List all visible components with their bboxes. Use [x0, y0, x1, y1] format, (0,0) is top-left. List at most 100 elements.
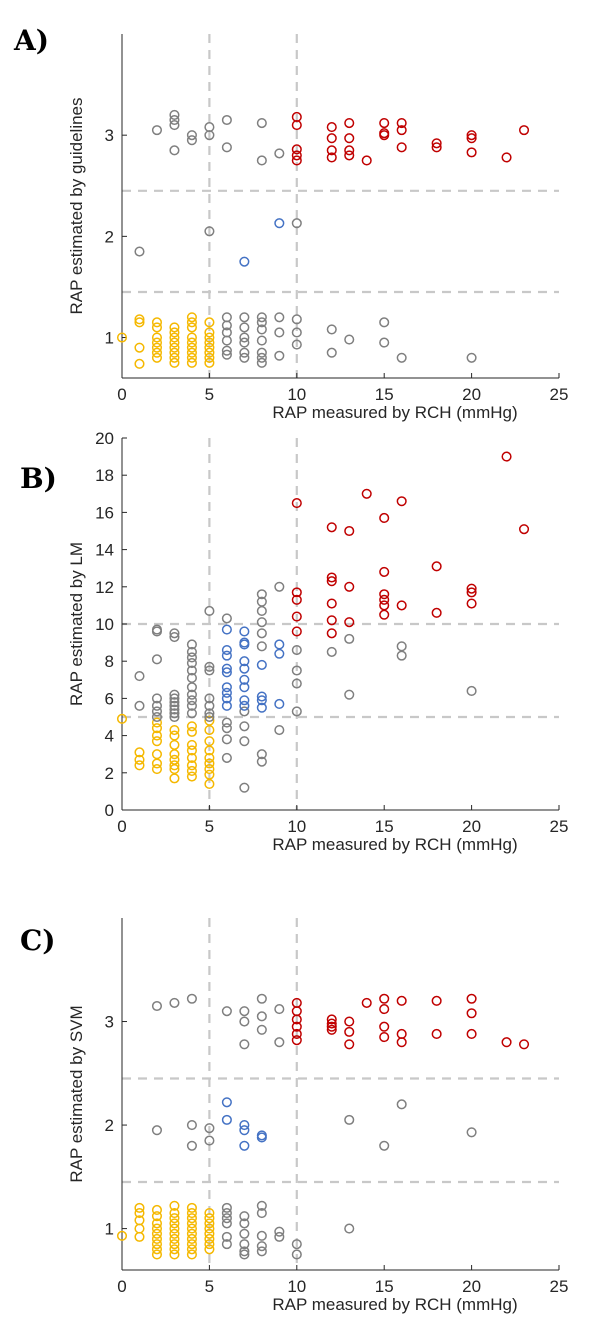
- data-point: [151, 736, 163, 747]
- data-point: [151, 723, 163, 734]
- data-point: [274, 1231, 285, 1242]
- data-point: [186, 726, 197, 737]
- data-point: [274, 327, 285, 338]
- data-point: [221, 1114, 232, 1125]
- data-point: [151, 332, 163, 343]
- series-red: [291, 451, 530, 639]
- data-point: [466, 993, 477, 1004]
- data-point: [239, 736, 250, 747]
- data-point: [186, 342, 197, 353]
- data-point: [169, 1239, 180, 1250]
- data-point: [186, 760, 197, 771]
- data-point: [186, 352, 197, 363]
- data-point: [239, 1120, 250, 1131]
- data-point: [326, 598, 337, 609]
- data-point: [204, 661, 215, 672]
- data-point: [169, 700, 180, 711]
- data-point: [256, 628, 267, 639]
- data-point: [151, 711, 163, 723]
- data-point: [256, 1132, 267, 1143]
- data-point: [344, 1114, 355, 1125]
- data-point: [379, 337, 390, 348]
- data-point: [204, 1123, 215, 1134]
- data-point: [169, 1233, 180, 1244]
- y-tick-label: 1: [105, 1220, 114, 1239]
- x-tick-label: 10: [287, 385, 306, 404]
- data-point: [186, 135, 197, 146]
- data-point: [169, 1223, 180, 1234]
- data-point: [239, 312, 250, 323]
- data-point: [151, 317, 163, 328]
- data-point: [186, 1120, 197, 1131]
- data-point: [186, 993, 197, 1004]
- data-point: [396, 117, 407, 129]
- data-point: [151, 1233, 163, 1244]
- data-point: [396, 496, 407, 507]
- data-point: [291, 1021, 302, 1032]
- data-point: [169, 1218, 180, 1229]
- data-point: [518, 1039, 530, 1050]
- data-point: [134, 358, 145, 369]
- data-point: [169, 760, 180, 771]
- data-point: [291, 594, 302, 605]
- data-point: [169, 739, 180, 750]
- data-point: [169, 711, 180, 723]
- data-point: [151, 1218, 163, 1229]
- data-point: [291, 339, 302, 350]
- data-point: [379, 589, 390, 600]
- data-point: [361, 997, 372, 1008]
- data-point: [134, 246, 145, 257]
- data-point: [186, 130, 197, 141]
- series-gray: [134, 581, 477, 793]
- data-point: [239, 656, 250, 667]
- data-point: [291, 1014, 302, 1025]
- data-point: [151, 1228, 163, 1239]
- data-point: [344, 633, 355, 644]
- data-point: [396, 142, 407, 153]
- data-point: [256, 117, 267, 129]
- data-point: [204, 1244, 215, 1255]
- data-point: [186, 745, 197, 756]
- data-point: [256, 617, 267, 628]
- x-tick-label: 15: [375, 1277, 394, 1296]
- data-point: [256, 702, 267, 713]
- data-point: [221, 650, 232, 661]
- data-point: [256, 695, 267, 706]
- panel-letter: C): [20, 924, 56, 957]
- data-point: [326, 615, 337, 626]
- data-point: [169, 997, 180, 1008]
- data-point: [169, 708, 180, 719]
- data-point: [204, 778, 215, 790]
- data-point: [239, 1140, 250, 1151]
- data-point: [169, 352, 180, 363]
- data-point: [379, 130, 390, 141]
- data-point: [186, 1213, 197, 1224]
- data-point: [239, 639, 250, 650]
- data-point: [431, 138, 442, 149]
- data-point: [396, 650, 407, 661]
- data-point: [134, 342, 145, 353]
- data-point: [501, 1037, 512, 1048]
- data-point: [186, 357, 197, 368]
- data-point: [221, 320, 232, 331]
- data-point: [169, 337, 180, 348]
- data-point: [344, 145, 355, 156]
- data-point: [239, 1211, 250, 1222]
- data-point: [134, 760, 145, 771]
- data-point: [239, 1006, 250, 1017]
- x-tick-label: 20: [462, 385, 481, 404]
- data-point: [151, 758, 163, 769]
- y-tick-label: 3: [105, 126, 114, 145]
- data-point: [204, 700, 215, 711]
- data-point: [239, 782, 250, 793]
- data-point: [151, 1244, 163, 1255]
- data-point: [204, 1233, 215, 1244]
- data-point: [169, 120, 180, 131]
- data-point: [274, 350, 285, 361]
- data-point: [151, 700, 163, 711]
- data-point: [204, 711, 215, 723]
- data-point: [204, 130, 215, 141]
- data-point: [256, 347, 267, 358]
- x-tick-label: 20: [462, 1277, 481, 1296]
